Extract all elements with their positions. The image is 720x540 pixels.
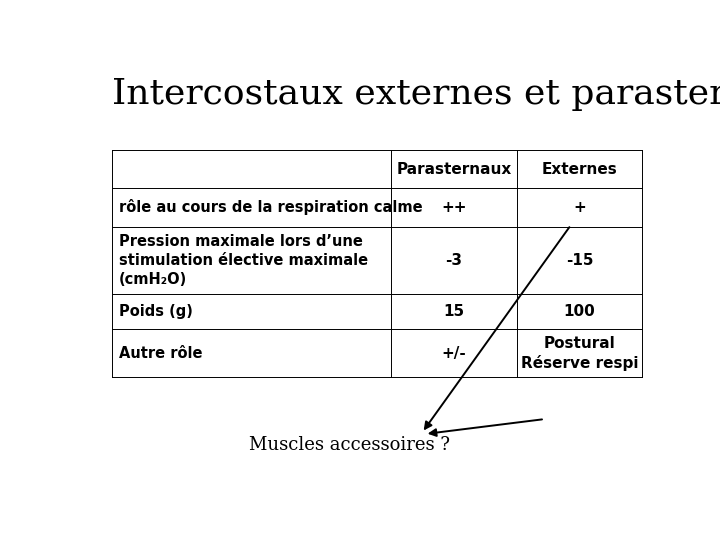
- Text: Poids (g): Poids (g): [119, 304, 193, 319]
- Text: +/-: +/-: [442, 346, 467, 361]
- Text: Intercostaux externes et parasternaux: Intercostaux externes et parasternaux: [112, 77, 720, 111]
- Text: 100: 100: [564, 304, 595, 319]
- Text: +: +: [573, 200, 586, 215]
- Text: Autre rôle: Autre rôle: [119, 346, 202, 361]
- Text: rôle au cours de la respiration calme: rôle au cours de la respiration calme: [119, 199, 423, 215]
- Text: -15: -15: [566, 253, 593, 268]
- Text: Postural
Réserve respi: Postural Réserve respi: [521, 336, 639, 370]
- Text: -3: -3: [446, 253, 462, 268]
- Text: Pression maximale lors d’une
stimulation élective maximale
(cmH₂O): Pression maximale lors d’une stimulation…: [119, 233, 368, 287]
- Text: Parasternaux: Parasternaux: [397, 161, 512, 177]
- Text: Muscles accessoires ?: Muscles accessoires ?: [249, 436, 450, 454]
- Text: ++: ++: [441, 200, 467, 215]
- Text: Externes: Externes: [541, 161, 618, 177]
- Text: 15: 15: [444, 304, 464, 319]
